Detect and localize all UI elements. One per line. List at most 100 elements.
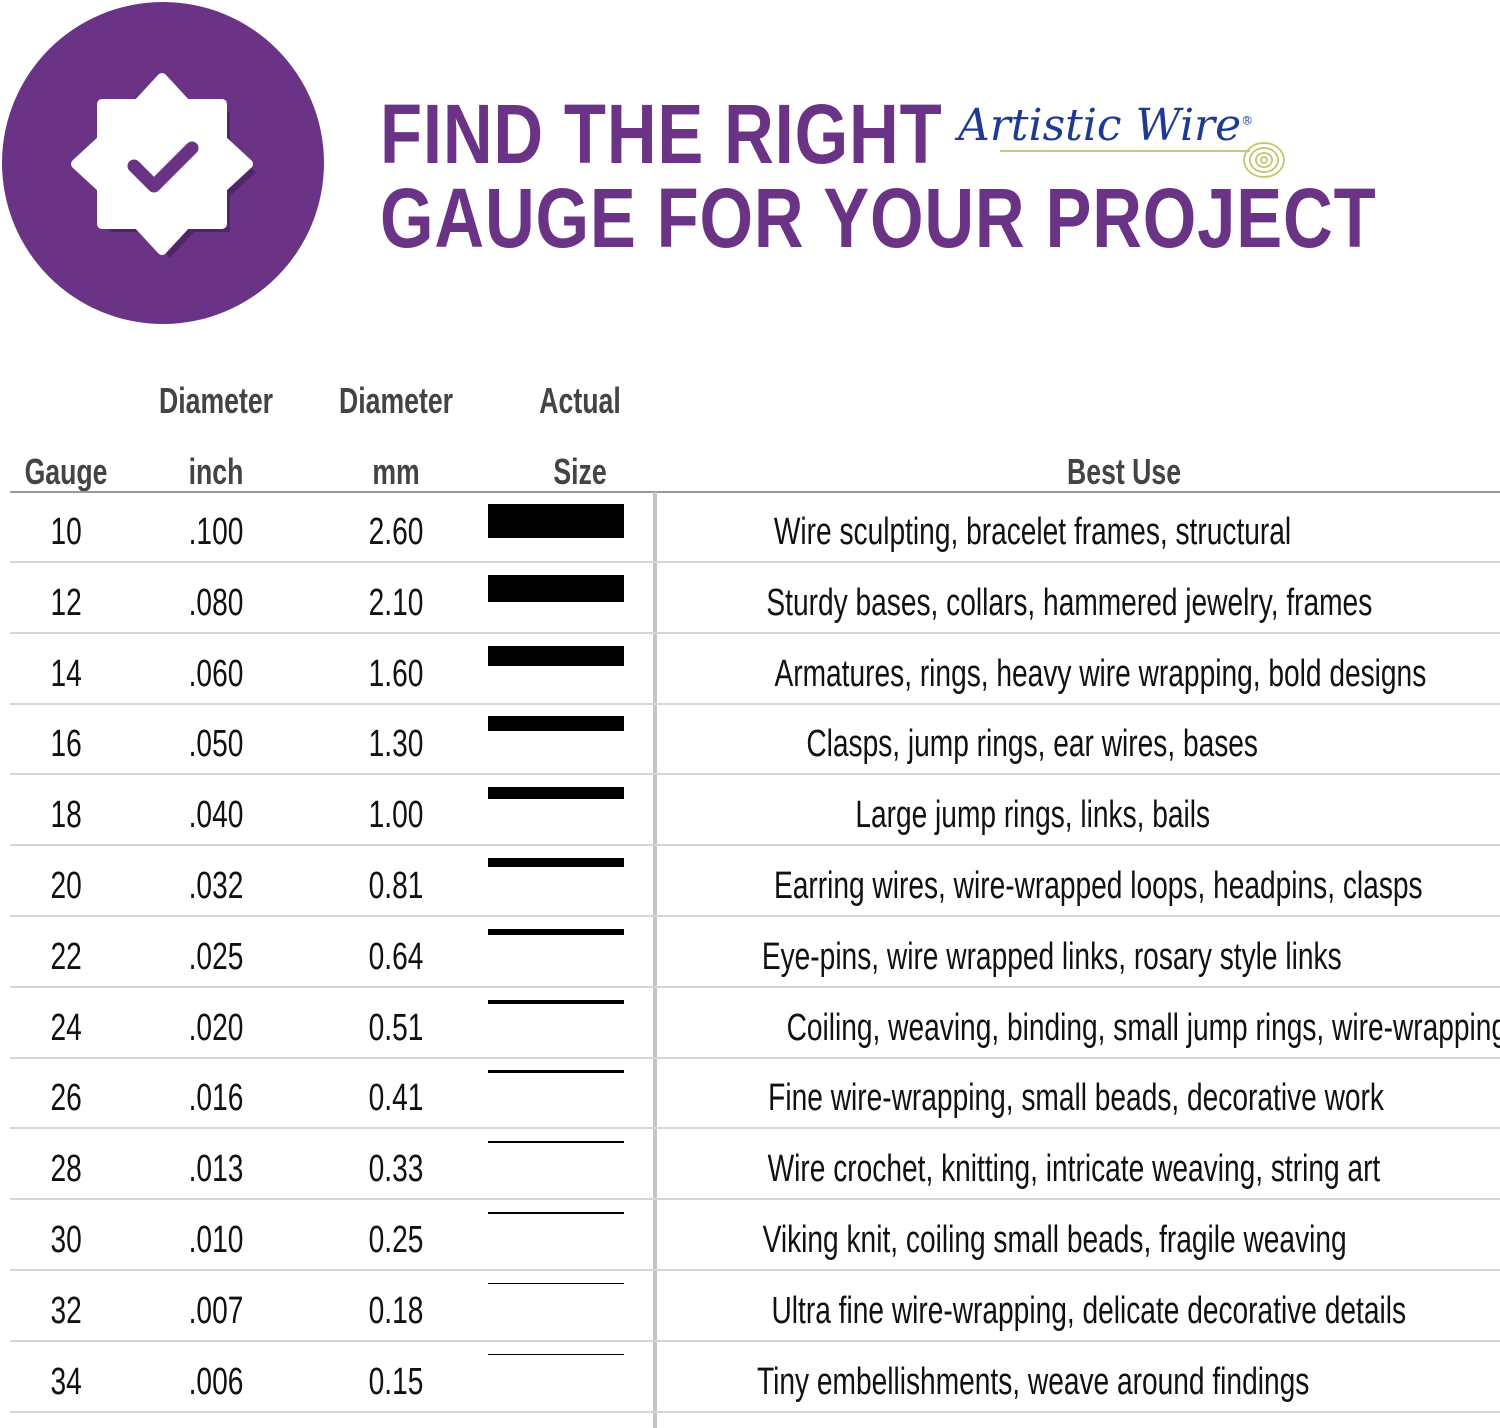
inch-cell-text: .025 (188, 935, 244, 978)
best-use-cell-text: Wire sculpting, bracelet frames, structu… (773, 511, 1292, 553)
mm-cell-text: 0.81 (368, 865, 424, 907)
inch-cell: .010 (136, 1219, 296, 1262)
column-divider (653, 492, 657, 1428)
row-divider (10, 1056, 1500, 1059)
brand-underline (1000, 150, 1250, 152)
gauge-cell-text: 10 (50, 511, 82, 553)
gauge-cell: 18 (0, 794, 146, 837)
column-header-line1-text: Diameter (158, 380, 274, 421)
best-use-cell-text: Armatures, rings, heavy wire wrapping, b… (774, 652, 1427, 695)
column-header-2-text: mm (372, 451, 420, 492)
gauge-cell-text: 24 (50, 1006, 82, 1049)
column-header-2: mm (276, 451, 516, 493)
inch-cell: .040 (136, 794, 296, 837)
inch-cell-text: .016 (188, 1077, 244, 1120)
gauge-cell: 24 (0, 1007, 146, 1050)
title-line-2: GAUGE FOR YOUR PROJECT (380, 171, 1377, 265)
wire-size-bar (488, 999, 624, 1004)
mm-cell: 1.30 (316, 723, 476, 766)
check-badge-icon (71, 73, 256, 258)
row-divider (10, 773, 1500, 776)
best-use-cell: Ultra fine wire-wrapping, delicate decor… (660, 1290, 1406, 1333)
inch-cell: .100 (136, 511, 296, 554)
title-line-1: FIND THE RIGHT (380, 87, 943, 181)
column-header-0: Gauge (0, 451, 186, 493)
gauge-cell: 30 (0, 1219, 146, 1262)
mm-cell: 0.41 (316, 1077, 476, 1120)
mm-cell: 0.51 (316, 1007, 476, 1050)
column-header-1: inch (96, 451, 336, 493)
column-header-line1: Actual (460, 380, 700, 422)
best-use-cell: Viking knit, coiling small beads, fragil… (660, 1219, 1405, 1262)
column-header-line1: Diameter (96, 380, 336, 422)
gauge-cell: 34 (0, 1361, 146, 1404)
inch-cell: .080 (136, 582, 296, 625)
gauge-cell: 12 (0, 582, 146, 625)
best-use-cell: Tiny embellishments, weave around findin… (660, 1361, 1405, 1404)
row-divider (10, 1339, 1500, 1342)
mm-cell-text: 0.18 (368, 1289, 424, 1332)
mm-cell-text: 0.51 (368, 1006, 424, 1049)
inch-cell-text: .050 (188, 723, 244, 766)
mm-cell-text: 0.41 (368, 1077, 424, 1120)
gauge-cell-text: 34 (50, 1360, 82, 1403)
mm-cell: 0.18 (316, 1290, 476, 1333)
brand-name: Artistic Wire (958, 100, 1242, 151)
best-use-cell-text: Large jump rings, links, bails (855, 794, 1210, 837)
mm-cell: 2.60 (316, 511, 476, 554)
row-divider (10, 1269, 1500, 1271)
row-divider (10, 702, 1500, 705)
row-divider (10, 1410, 1500, 1413)
best-use-cell: Large jump rings, links, bails (660, 794, 1405, 837)
mm-cell-text: 0.33 (368, 1148, 424, 1191)
best-use-cell: Clasps, jump rings, ear wires, bases (660, 723, 1405, 766)
inch-cell: .050 (136, 723, 296, 766)
row-divider (10, 561, 1500, 563)
gauge-cell-text: 20 (50, 865, 82, 907)
inch-cell: .006 (136, 1361, 296, 1404)
gauge-cell-text: 32 (50, 1289, 82, 1332)
column-header-3: Size (460, 451, 700, 493)
gauge-cell-text: 18 (50, 794, 82, 837)
row-divider (10, 631, 1500, 634)
gauge-cell: 32 (0, 1290, 146, 1333)
gauge-cell: 14 (0, 653, 146, 696)
mm-cell: 1.60 (316, 653, 476, 696)
gauge-cell-text: 16 (50, 723, 82, 766)
mm-cell-text: 2.10 (368, 581, 424, 624)
inch-cell: .013 (136, 1148, 296, 1191)
gauge-cell: 28 (0, 1148, 146, 1191)
row-divider (10, 844, 1500, 847)
mm-cell-text: 0.25 (368, 1219, 424, 1261)
best-use-cell: Coiling, weaving, binding, small jump ri… (660, 1007, 1500, 1050)
wire-size-bar (488, 504, 624, 538)
mm-cell-text: 1.30 (368, 723, 424, 766)
column-header-0-text: Gauge (24, 451, 108, 492)
row-divider (10, 1198, 1500, 1201)
inch-cell-text: .080 (188, 581, 244, 624)
column-header-line1-text: Actual (539, 380, 621, 421)
mm-cell: 0.25 (316, 1219, 476, 1262)
gauge-cell-text: 26 (50, 1077, 82, 1120)
mm-cell: 1.00 (316, 794, 476, 837)
gauge-cell: 10 (0, 511, 146, 554)
best-use-cell: Eye-pins, wire wrapped links, rosary sty… (660, 936, 1405, 979)
mm-cell-text: 2.60 (368, 511, 424, 553)
wire-size-bar (488, 1353, 624, 1356)
column-header-line1: Diameter (276, 380, 516, 422)
mm-cell: 0.64 (316, 936, 476, 979)
inch-cell: .020 (136, 1007, 296, 1050)
wire-size-bar (488, 574, 624, 602)
inch-cell-text: .007 (188, 1289, 244, 1332)
gauge-cell-text: 22 (50, 935, 82, 978)
best-use-cell: Wire crochet, knitting, intricate weavin… (660, 1148, 1405, 1191)
column-header-best-use: Best Use (1004, 451, 1244, 493)
inch-cell-text: .032 (188, 865, 244, 907)
gauge-cell-text: 28 (50, 1148, 82, 1191)
wire-size-bar (488, 787, 624, 800)
brand-logo: Artistic Wire® (958, 100, 1253, 151)
inch-cell-text: .100 (188, 511, 244, 553)
best-use-cell-text: Sturdy bases, collars, hammered jewelry,… (766, 581, 1373, 624)
inch-cell-text: .020 (188, 1006, 244, 1049)
inch-cell: .025 (136, 936, 296, 979)
